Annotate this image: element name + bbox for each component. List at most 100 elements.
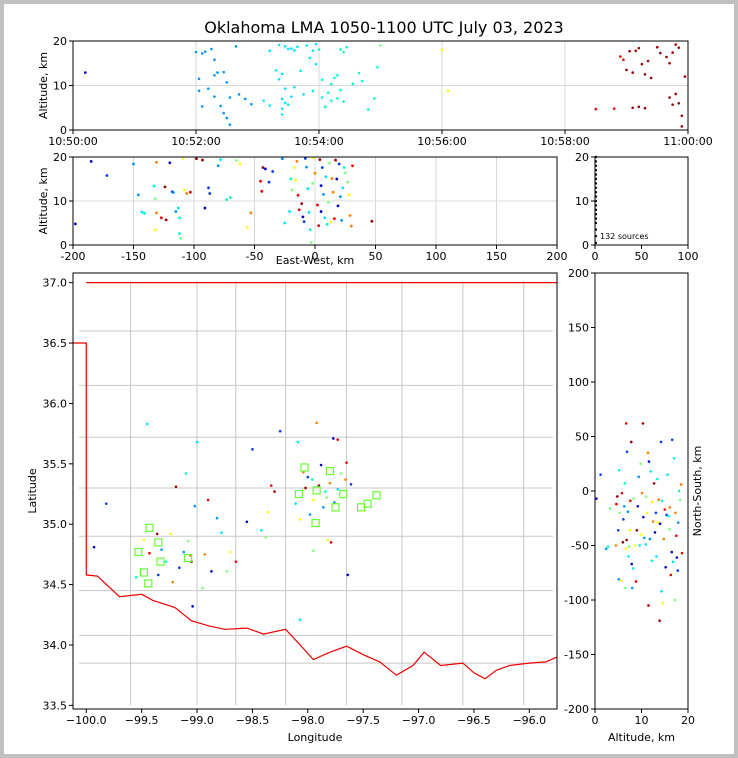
time-height-point xyxy=(360,79,364,83)
histogram-tick-label-y: 20 xyxy=(575,151,589,164)
time-height-point xyxy=(373,97,376,100)
altitude-north-south-point xyxy=(661,601,665,605)
east-west-tick-label-x: 150 xyxy=(486,250,507,263)
east-west-point xyxy=(174,210,178,213)
east-west-point xyxy=(325,222,329,226)
altitude-north-south-point xyxy=(650,500,654,504)
east-west-point xyxy=(132,162,135,166)
station-marker xyxy=(145,523,154,532)
altitude-north-south-point xyxy=(615,502,618,506)
east-west-tick-label-x: -150 xyxy=(121,250,146,263)
plan-view-point xyxy=(210,570,213,573)
time-height-point xyxy=(286,47,290,51)
altitude-north-south-point xyxy=(675,556,679,559)
time-height-point xyxy=(277,43,281,47)
plan-view-point xyxy=(346,573,349,577)
time-height-point xyxy=(668,96,671,99)
altitude-north-south-point xyxy=(627,545,631,548)
time-height-point xyxy=(379,44,382,47)
altitude-north-south-point xyxy=(652,482,656,485)
time-height-point xyxy=(250,102,253,106)
altitude-north-south-point xyxy=(629,440,633,444)
east-west-point xyxy=(331,190,335,194)
east-west-point xyxy=(208,192,212,195)
time-height-point xyxy=(290,95,293,98)
plan-view-point xyxy=(259,528,263,532)
east-west-point xyxy=(293,166,296,169)
time-height-point xyxy=(625,68,628,72)
time-height-point xyxy=(683,75,687,78)
station-marker xyxy=(325,466,335,476)
east-west-point xyxy=(370,219,374,223)
altitude-north-south-tick-label-x: 20 xyxy=(681,714,695,727)
altitude-north-south-point xyxy=(659,440,663,444)
time-height-point xyxy=(649,76,653,80)
east-west-point xyxy=(341,186,345,190)
time-height-point xyxy=(228,123,232,126)
altitude-north-south-point xyxy=(623,586,627,590)
altitude-north-south-point xyxy=(667,514,670,518)
altitude-north-south-point xyxy=(621,540,625,544)
station-marker xyxy=(363,499,372,508)
time-height-point xyxy=(674,92,677,96)
time-height-point xyxy=(326,91,330,94)
altitude-north-south-point xyxy=(624,547,627,551)
altitude-north-south-point xyxy=(599,473,602,476)
plan-view-point xyxy=(92,545,96,549)
altitude-north-south-point xyxy=(664,566,667,569)
time-height-point xyxy=(631,106,634,110)
altitude-north-south-point xyxy=(672,457,676,460)
east-west-panel: -200 -150 -100 -50 0 50 100 150 200 0 10 20 East-Wes… xyxy=(37,151,568,267)
altitude-north-south-point xyxy=(622,504,626,508)
east-west-point xyxy=(303,156,307,160)
plan-view-point xyxy=(298,518,302,521)
altitude-north-south-point xyxy=(668,506,672,509)
east-west-point xyxy=(188,190,192,194)
plan-view-tick-label-y: 36.5 xyxy=(43,337,68,350)
time-height-point xyxy=(634,49,638,53)
altitude-north-south-point xyxy=(676,521,680,524)
time-height-point xyxy=(234,45,238,48)
plan-view-point xyxy=(331,437,335,440)
altitude-north-south-point xyxy=(636,504,640,508)
plan-view-tick-label-x: −99.0 xyxy=(180,714,214,727)
east-west-point xyxy=(153,197,157,201)
time-height-point xyxy=(280,107,284,110)
time-height-point xyxy=(213,95,216,98)
time-height-point xyxy=(203,50,207,53)
altitude-north-south-point xyxy=(650,559,654,563)
plan-view-point xyxy=(228,550,232,554)
altitude-north-south-point xyxy=(622,518,625,521)
east-west-point xyxy=(172,191,175,195)
plan-view-point xyxy=(148,551,151,555)
altitude-north-south-point xyxy=(639,462,642,466)
histogram-frame xyxy=(594,156,689,246)
east-west-point xyxy=(290,188,294,192)
time-height-point xyxy=(283,45,287,48)
plan-view-point xyxy=(322,506,325,509)
altitude-north-south-point xyxy=(628,528,632,532)
east-west-point xyxy=(142,211,146,215)
plan-view-ylabel: Latitude xyxy=(26,468,39,514)
time-height-point xyxy=(677,102,681,105)
time-height-tick-label-x: 10:58:00 xyxy=(540,135,589,148)
east-west-xlabel: East-West, km xyxy=(276,254,354,267)
time-height-point xyxy=(333,76,336,80)
altitude-north-south-point xyxy=(679,483,683,486)
altitude-north-south-point xyxy=(658,522,662,525)
plan-view-tick-label-x: −96.5 xyxy=(457,714,491,727)
east-west-point xyxy=(320,166,324,169)
time-height-point xyxy=(280,97,284,101)
altitude-north-south-point xyxy=(626,510,630,514)
time-height-point xyxy=(197,77,201,81)
plan-view-point xyxy=(134,576,138,579)
plan-view-point xyxy=(193,504,197,508)
plan-view-point xyxy=(156,573,160,577)
altitude-north-south-point xyxy=(649,470,653,473)
east-west-point xyxy=(74,222,77,226)
altitude-north-south-point xyxy=(673,598,677,602)
plan-view-point xyxy=(174,485,178,489)
east-west-point xyxy=(305,165,308,169)
station-marker xyxy=(311,518,320,528)
plan-view-point xyxy=(169,532,172,536)
